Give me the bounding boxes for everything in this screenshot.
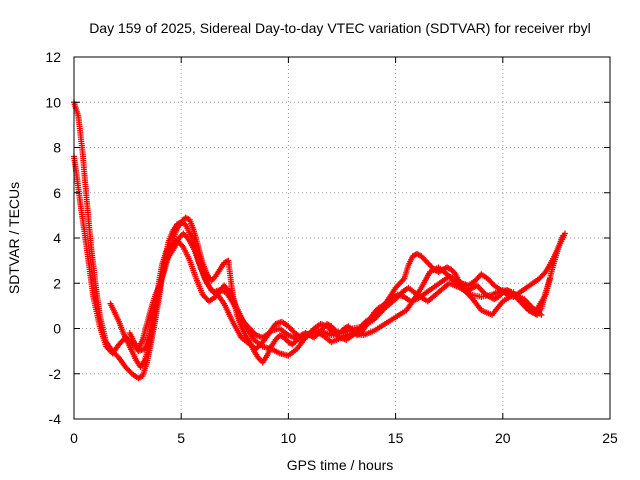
y-tick-label: 2 [53,275,61,291]
y-tick-label: 0 [53,321,61,337]
y-tick-label: 10 [45,94,61,110]
data-point [559,232,566,239]
series-track-b [71,153,545,359]
axis-ticks [73,56,611,420]
y-tick-label: 6 [53,185,61,201]
y-tick-label: 12 [45,49,61,65]
y-tick-labels: -4 -2 0 2 4 6 8 10 12 [45,49,61,427]
y-tick-label: 4 [53,230,61,246]
grid [74,57,610,419]
y-tick-label: 8 [53,140,61,156]
y-tick-label: -2 [49,366,62,382]
x-tick-label: 5 [177,430,185,446]
x-tick-label: 15 [388,430,404,446]
x-tick-label: 20 [495,430,511,446]
x-tick-label: 0 [70,430,78,446]
x-tick-labels: 0 5 10 15 20 25 [70,430,618,446]
x-tick-label: 10 [281,430,297,446]
x-axis-label: GPS time / hours [287,457,394,473]
series-track-d [126,214,553,366]
x-tick-label: 25 [602,430,618,446]
y-tick-label: -4 [49,411,62,427]
data-point [546,275,553,282]
y-axis-label: SDTVAR / TECUs [6,182,22,294]
data-series [71,99,568,382]
chart-title: Day 159 of 2025, Sidereal Day-to-day VTE… [89,20,591,36]
